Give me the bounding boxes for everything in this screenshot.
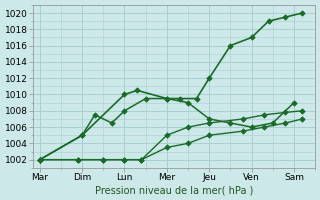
X-axis label: Pression niveau de la mer( hPa ): Pression niveau de la mer( hPa ) [95, 185, 253, 195]
